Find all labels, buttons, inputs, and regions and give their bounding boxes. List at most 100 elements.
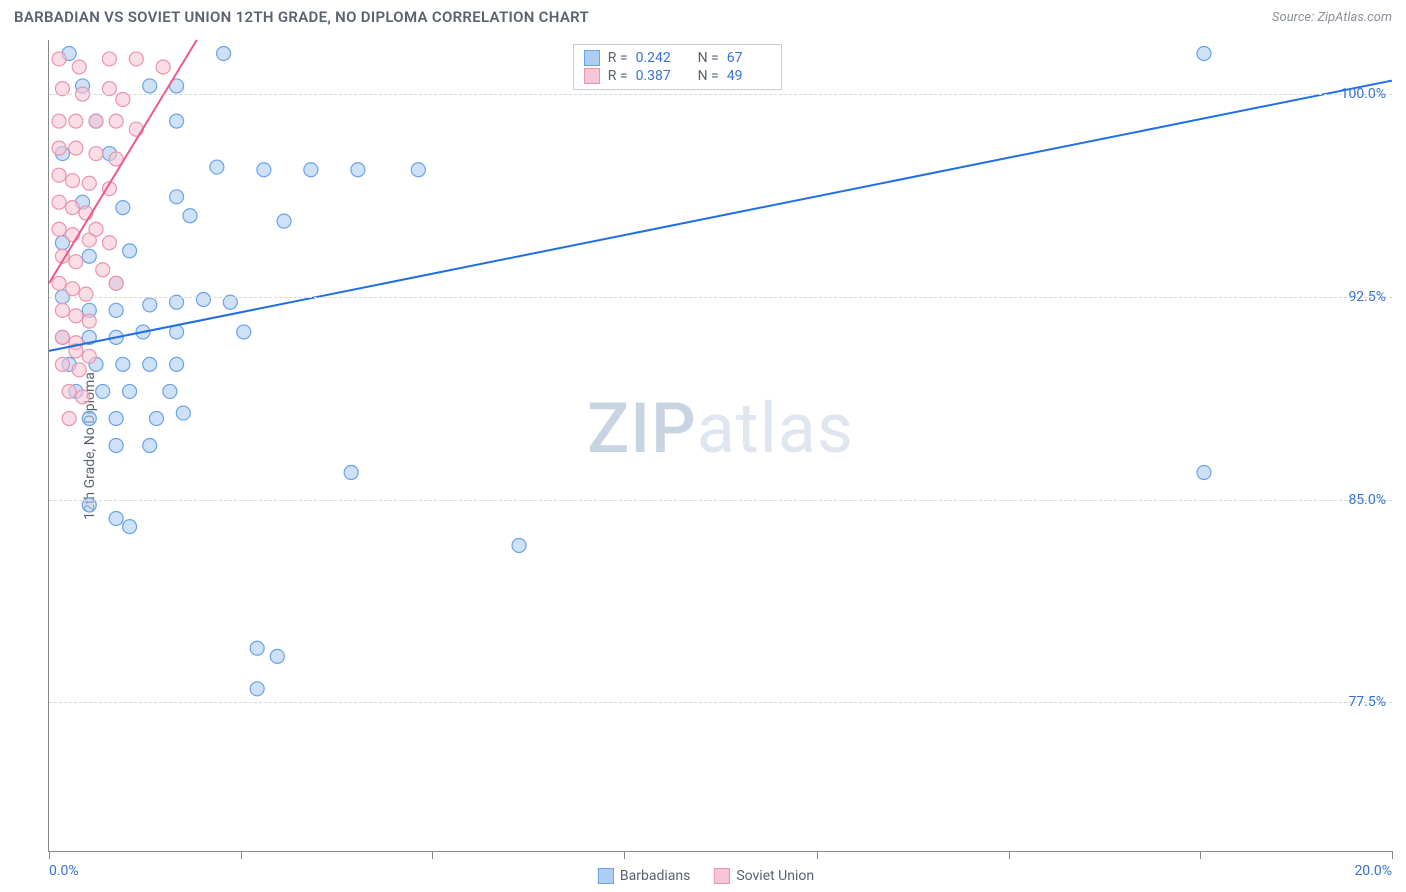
- legend-item: Soviet Union: [714, 868, 814, 884]
- data-point-barbadians: [149, 411, 163, 425]
- data-point-soviet: [76, 390, 90, 404]
- data-point-soviet: [52, 195, 66, 209]
- x-tick: [1009, 851, 1010, 859]
- source-prefix: Source:: [1272, 10, 1317, 25]
- data-point-soviet: [82, 176, 96, 190]
- data-point-barbadians: [304, 163, 318, 177]
- data-point-soviet: [82, 314, 96, 328]
- data-point-soviet: [66, 174, 80, 188]
- legend-item: Barbadians: [598, 868, 690, 884]
- data-point-soviet: [72, 363, 86, 377]
- data-point-soviet: [52, 52, 66, 66]
- data-point-barbadians: [116, 201, 130, 215]
- data-point-barbadians: [257, 163, 271, 177]
- n-value: 67: [727, 50, 771, 66]
- correlation-box: R = 0.242 N = 67 R = 0.387 N = 49: [573, 44, 782, 90]
- r-label: R =: [608, 50, 628, 66]
- data-point-barbadians: [109, 511, 123, 525]
- x-tick: [432, 851, 433, 859]
- data-point-barbadians: [250, 641, 264, 655]
- r-value: 0.387: [636, 68, 680, 84]
- data-point-barbadians: [143, 298, 157, 312]
- x-tick-label: 20.0%: [1354, 863, 1392, 879]
- correlation-row: R = 0.387 N = 49: [584, 67, 771, 85]
- data-point-barbadians: [512, 539, 526, 553]
- data-point-soviet: [89, 222, 103, 236]
- gridline-h: [49, 500, 1392, 501]
- legend-swatch: [584, 50, 600, 66]
- data-point-barbadians: [82, 411, 96, 425]
- gridline-h: [49, 702, 1392, 703]
- data-point-barbadians: [143, 357, 157, 371]
- data-point-barbadians: [411, 163, 425, 177]
- data-point-barbadians: [170, 114, 184, 128]
- data-point-soviet: [55, 303, 69, 317]
- data-point-soviet: [66, 201, 80, 215]
- data-point-barbadians: [196, 293, 210, 307]
- data-point-soviet: [52, 168, 66, 182]
- data-point-soviet: [52, 114, 66, 128]
- data-point-soviet: [55, 357, 69, 371]
- data-point-soviet: [52, 141, 66, 155]
- legend-label: Soviet Union: [736, 868, 814, 884]
- trend-line-soviet: [49, 40, 197, 283]
- x-tick: [49, 851, 50, 859]
- r-value: 0.242: [636, 50, 680, 66]
- data-point-soviet: [52, 222, 66, 236]
- data-point-barbadians: [170, 190, 184, 204]
- data-point-soviet: [69, 255, 83, 269]
- data-point-barbadians: [170, 357, 184, 371]
- chart-area: 12th Grade, No Diploma ZIPatlas R = 0.24…: [20, 40, 1392, 852]
- data-point-barbadians: [183, 209, 197, 223]
- x-tick: [817, 851, 818, 859]
- legend-swatch: [598, 868, 614, 884]
- y-tick-label: 92.5%: [1348, 289, 1386, 305]
- data-point-soviet: [66, 282, 80, 296]
- data-point-barbadians: [277, 214, 291, 228]
- data-point-barbadians: [1197, 466, 1211, 480]
- trend-line-barbadians: [49, 81, 1392, 351]
- data-point-barbadians: [143, 439, 157, 453]
- data-point-soviet: [109, 276, 123, 290]
- data-point-barbadians: [250, 682, 264, 696]
- correlation-row: R = 0.242 N = 67: [584, 49, 771, 67]
- data-point-barbadians: [176, 406, 190, 420]
- data-point-soviet: [79, 287, 93, 301]
- data-point-soviet: [62, 384, 76, 398]
- x-tick: [1200, 851, 1201, 859]
- series-legend: Barbadians Soviet Union: [598, 868, 814, 884]
- data-point-barbadians: [237, 325, 251, 339]
- gridline-h: [49, 94, 1392, 95]
- data-point-soviet: [129, 122, 143, 136]
- data-point-soviet: [96, 263, 110, 277]
- chart-title: BARBADIAN VS SOVIET UNION 12TH GRADE, NO…: [14, 8, 589, 26]
- data-point-soviet: [69, 114, 83, 128]
- data-point-soviet: [89, 114, 103, 128]
- x-tick: [241, 851, 242, 859]
- data-point-soviet: [69, 309, 83, 323]
- x-tick: [624, 851, 625, 859]
- data-point-soviet: [129, 52, 143, 66]
- data-point-soviet: [55, 330, 69, 344]
- data-point-barbadians: [270, 649, 284, 663]
- y-tick-label: 85.0%: [1348, 492, 1386, 508]
- data-point-soviet: [102, 236, 116, 250]
- data-point-soviet: [109, 114, 123, 128]
- data-point-barbadians: [109, 439, 123, 453]
- data-point-barbadians: [1197, 47, 1211, 61]
- data-point-barbadians: [210, 160, 224, 174]
- source-name: ZipAtlas.com: [1317, 10, 1392, 25]
- data-point-soviet: [156, 60, 170, 74]
- data-point-barbadians: [123, 520, 137, 534]
- x-tick-label: 0.0%: [49, 863, 79, 879]
- data-point-soviet: [82, 349, 96, 363]
- data-point-soviet: [69, 141, 83, 155]
- plot-svg: [49, 40, 1392, 851]
- data-point-barbadians: [351, 163, 365, 177]
- n-value: 49: [727, 68, 771, 84]
- data-point-soviet: [62, 411, 76, 425]
- y-tick-label: 100.0%: [1341, 86, 1386, 102]
- data-point-barbadians: [217, 47, 231, 61]
- data-point-barbadians: [123, 384, 137, 398]
- data-point-barbadians: [163, 384, 177, 398]
